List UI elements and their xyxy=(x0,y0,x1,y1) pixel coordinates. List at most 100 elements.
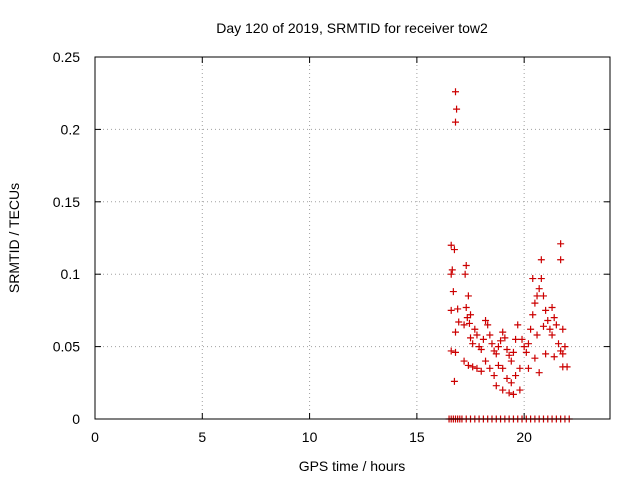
data-point xyxy=(486,364,494,372)
data-point xyxy=(539,292,547,300)
x-axis-label: GPS time / hours xyxy=(299,458,406,474)
data-point xyxy=(488,340,496,348)
data-point xyxy=(505,389,513,397)
data-point xyxy=(559,363,567,371)
data-point xyxy=(548,304,556,312)
y-tick-label: 0 xyxy=(72,411,80,427)
data-point xyxy=(527,325,535,333)
data-point xyxy=(503,374,511,382)
data-point xyxy=(518,335,526,343)
x-tick-label: 15 xyxy=(409,429,425,445)
x-tick-label: 20 xyxy=(516,429,532,445)
x-tick-labels: 0 5 10 15 20 xyxy=(91,429,532,445)
data-point xyxy=(462,262,470,270)
data-point xyxy=(542,306,550,314)
data-point xyxy=(561,343,569,351)
data-point xyxy=(537,256,545,264)
data-point xyxy=(499,386,507,394)
x-tick-label: 10 xyxy=(302,429,318,445)
y-tick-label: 0.05 xyxy=(53,339,80,355)
data-point xyxy=(479,335,487,343)
data-point xyxy=(473,364,481,372)
data-point xyxy=(477,367,485,375)
data-point xyxy=(467,334,475,342)
data-point xyxy=(492,382,500,390)
data-point xyxy=(490,372,498,380)
data-point xyxy=(447,270,455,278)
data-points xyxy=(445,88,573,423)
data-point xyxy=(544,317,552,325)
data-point xyxy=(557,256,565,264)
data-point xyxy=(484,321,492,329)
data-point xyxy=(499,364,507,372)
data-point xyxy=(450,377,458,385)
data-point xyxy=(463,314,471,322)
data-point xyxy=(512,335,520,343)
data-point xyxy=(447,347,455,355)
data-point xyxy=(447,241,455,249)
data-point xyxy=(507,357,515,365)
data-point xyxy=(559,325,567,333)
data-point xyxy=(501,334,509,342)
data-point xyxy=(531,354,539,362)
data-point xyxy=(486,331,494,339)
data-point xyxy=(492,350,500,358)
data-point xyxy=(516,386,524,394)
data-point xyxy=(455,318,463,326)
data-point xyxy=(539,322,547,330)
data-point xyxy=(537,275,545,283)
y-tick-label: 0.15 xyxy=(53,194,80,210)
data-point xyxy=(509,390,517,398)
data-point xyxy=(473,331,481,339)
y-tick-label: 0.25 xyxy=(53,49,80,65)
data-point xyxy=(514,321,522,329)
y-tick-label: 0.2 xyxy=(61,121,81,137)
data-point xyxy=(559,350,567,358)
data-point xyxy=(512,372,520,380)
data-point xyxy=(552,321,560,329)
data-point xyxy=(452,88,459,96)
data-point xyxy=(533,331,541,339)
data-point xyxy=(524,340,532,348)
data-point xyxy=(477,345,485,353)
data-point xyxy=(460,357,468,365)
data-point xyxy=(454,305,462,313)
data-point xyxy=(531,299,539,307)
data-point xyxy=(520,343,528,351)
data-point xyxy=(448,266,456,274)
data-point xyxy=(471,325,479,333)
data-point xyxy=(453,105,461,113)
data-point xyxy=(494,343,502,351)
data-point xyxy=(550,353,558,361)
data-point xyxy=(529,275,537,283)
data-point xyxy=(452,118,459,126)
data-point xyxy=(524,364,532,372)
data-point xyxy=(460,321,468,329)
data-point xyxy=(494,361,502,369)
data-point xyxy=(548,331,556,339)
data-point xyxy=(447,306,455,314)
data-point xyxy=(507,379,515,387)
data-point xyxy=(509,348,517,356)
grid xyxy=(95,57,610,419)
data-point xyxy=(535,369,543,377)
data-point xyxy=(450,246,458,254)
data-point xyxy=(505,351,513,359)
data-point xyxy=(469,340,477,348)
data-point xyxy=(555,340,562,348)
y-tick-label: 0.1 xyxy=(61,266,81,282)
chart-title: Day 120 of 2019, SRMTID for receiver tow… xyxy=(216,20,488,36)
data-point xyxy=(522,348,530,356)
data-point xyxy=(529,311,537,319)
data-point xyxy=(542,350,550,358)
data-point xyxy=(482,357,490,365)
axis-ticks xyxy=(94,56,610,420)
data-point xyxy=(550,314,558,322)
data-point xyxy=(462,304,470,312)
plot-frame xyxy=(94,56,611,420)
data-point xyxy=(464,292,472,300)
data-point xyxy=(464,361,472,369)
data-point xyxy=(535,285,543,293)
data-point xyxy=(482,317,490,325)
